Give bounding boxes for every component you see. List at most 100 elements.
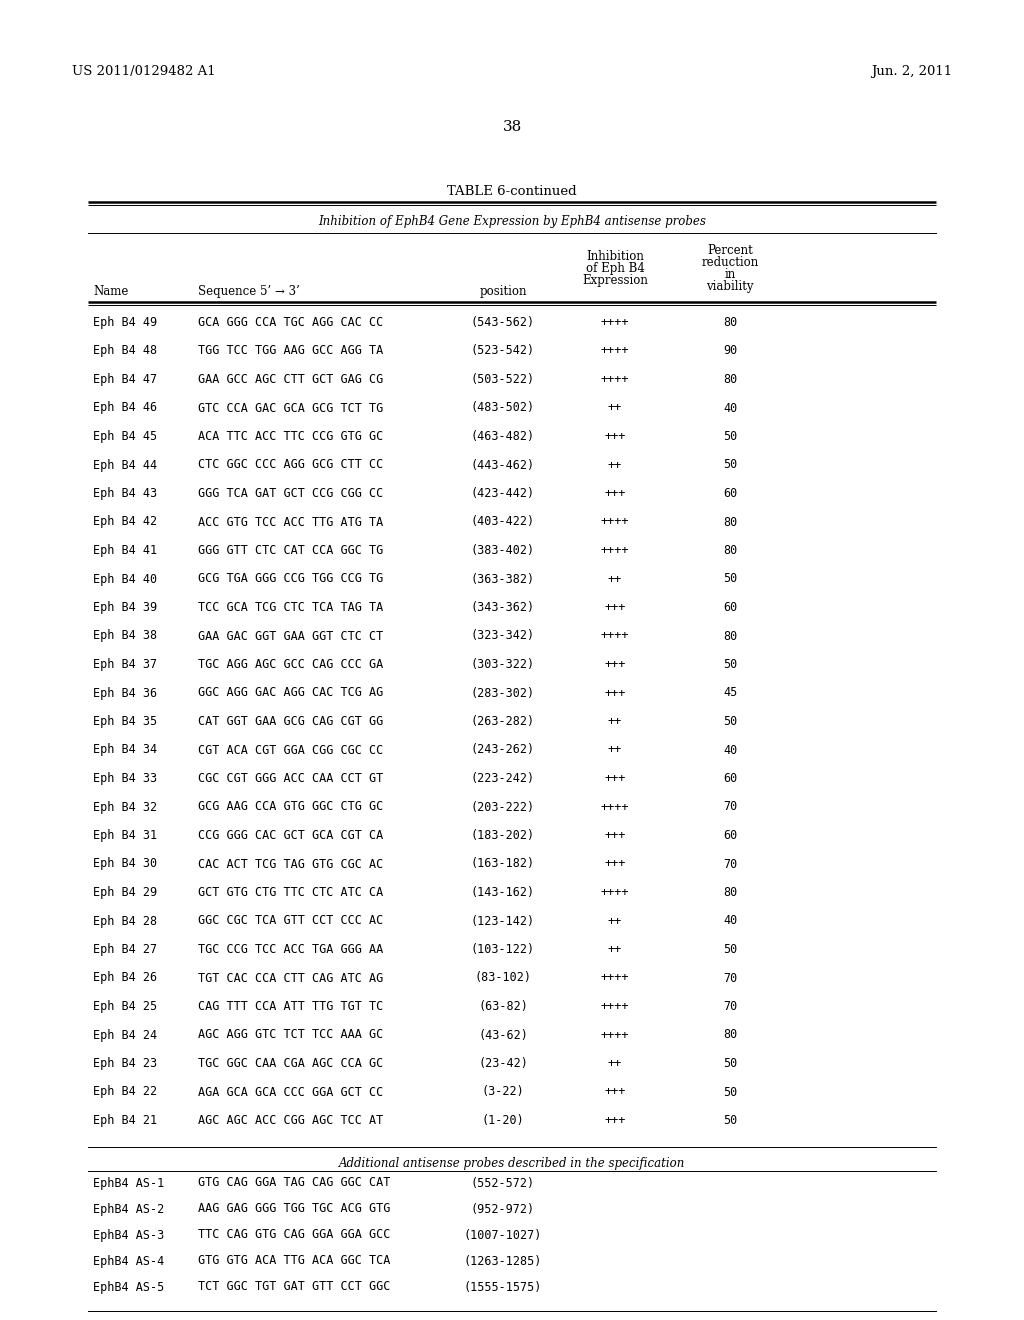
Text: Eph B4 49: Eph B4 49 bbox=[93, 315, 157, 329]
Text: (552-572): (552-572) bbox=[471, 1176, 536, 1189]
Text: Eph B4 45: Eph B4 45 bbox=[93, 430, 157, 444]
Text: Eph B4 23: Eph B4 23 bbox=[93, 1057, 157, 1071]
Text: US 2011/0129482 A1: US 2011/0129482 A1 bbox=[72, 65, 216, 78]
Text: TCC GCA TCG CTC TCA TAG TA: TCC GCA TCG CTC TCA TAG TA bbox=[198, 601, 383, 614]
Text: Eph B4 48: Eph B4 48 bbox=[93, 345, 157, 358]
Text: 70: 70 bbox=[723, 972, 737, 985]
Text: CGC CGT GGG ACC CAA CCT GT: CGC CGT GGG ACC CAA CCT GT bbox=[198, 772, 383, 785]
Text: ACA TTC ACC TTC CCG GTG GC: ACA TTC ACC TTC CCG GTG GC bbox=[198, 430, 383, 444]
Text: (83-102): (83-102) bbox=[474, 972, 531, 985]
Text: 50: 50 bbox=[723, 1085, 737, 1098]
Text: 50: 50 bbox=[723, 715, 737, 729]
Text: 50: 50 bbox=[723, 458, 737, 471]
Text: CAG TTT CCA ATT TTG TGT TC: CAG TTT CCA ATT TTG TGT TC bbox=[198, 1001, 383, 1012]
Text: in: in bbox=[724, 268, 735, 281]
Text: CGT ACA CGT GGA CGG CGC CC: CGT ACA CGT GGA CGG CGC CC bbox=[198, 743, 383, 756]
Text: (1007-1027): (1007-1027) bbox=[464, 1229, 542, 1242]
Text: TTC CAG GTG CAG GGA GGA GCC: TTC CAG GTG CAG GGA GGA GCC bbox=[198, 1229, 390, 1242]
Text: Eph B4 35: Eph B4 35 bbox=[93, 715, 157, 729]
Text: (163-182): (163-182) bbox=[471, 858, 536, 870]
Text: (383-402): (383-402) bbox=[471, 544, 536, 557]
Text: 50: 50 bbox=[723, 430, 737, 444]
Text: TGC CCG TCC ACC TGA GGG AA: TGC CCG TCC ACC TGA GGG AA bbox=[198, 942, 383, 956]
Text: 70: 70 bbox=[723, 858, 737, 870]
Text: Eph B4 22: Eph B4 22 bbox=[93, 1085, 157, 1098]
Text: (1555-1575): (1555-1575) bbox=[464, 1280, 542, 1294]
Text: ++++: ++++ bbox=[601, 315, 630, 329]
Text: 70: 70 bbox=[723, 1001, 737, 1012]
Text: 80: 80 bbox=[723, 374, 737, 385]
Text: Eph B4 26: Eph B4 26 bbox=[93, 972, 157, 985]
Text: 80: 80 bbox=[723, 1028, 737, 1041]
Text: reduction: reduction bbox=[701, 256, 759, 269]
Text: 45: 45 bbox=[723, 686, 737, 700]
Text: ++: ++ bbox=[608, 743, 623, 756]
Text: CAC ACT TCG TAG GTG CGC AC: CAC ACT TCG TAG GTG CGC AC bbox=[198, 858, 383, 870]
Text: (363-382): (363-382) bbox=[471, 573, 536, 586]
Text: ++: ++ bbox=[608, 715, 623, 729]
Text: ++++: ++++ bbox=[601, 1028, 630, 1041]
Text: (952-972): (952-972) bbox=[471, 1203, 536, 1216]
Text: (103-122): (103-122) bbox=[471, 942, 536, 956]
Text: GCA GGG CCA TGC AGG CAC CC: GCA GGG CCA TGC AGG CAC CC bbox=[198, 315, 383, 329]
Text: GGC CGC TCA GTT CCT CCC AC: GGC CGC TCA GTT CCT CCC AC bbox=[198, 915, 383, 928]
Text: (403-422): (403-422) bbox=[471, 516, 536, 528]
Text: +++: +++ bbox=[604, 430, 626, 444]
Text: 90: 90 bbox=[723, 345, 737, 358]
Text: 50: 50 bbox=[723, 657, 737, 671]
Text: ACC GTG TCC ACC TTG ATG TA: ACC GTG TCC ACC TTG ATG TA bbox=[198, 516, 383, 528]
Text: (423-442): (423-442) bbox=[471, 487, 536, 500]
Text: Eph B4 31: Eph B4 31 bbox=[93, 829, 157, 842]
Text: Eph B4 36: Eph B4 36 bbox=[93, 686, 157, 700]
Text: Inhibition of EphB4 Gene Expression by EphB4 antisense probes: Inhibition of EphB4 Gene Expression by E… bbox=[318, 215, 706, 228]
Text: Expression: Expression bbox=[582, 275, 648, 286]
Text: ++++: ++++ bbox=[601, 374, 630, 385]
Text: (63-82): (63-82) bbox=[478, 1001, 528, 1012]
Text: Eph B4 47: Eph B4 47 bbox=[93, 374, 157, 385]
Text: +++: +++ bbox=[604, 772, 626, 785]
Text: GAA GAC GGT GAA GGT CTC CT: GAA GAC GGT GAA GGT CTC CT bbox=[198, 630, 383, 643]
Text: TCT GGC TGT GAT GTT CCT GGC: TCT GGC TGT GAT GTT CCT GGC bbox=[198, 1280, 390, 1294]
Text: 60: 60 bbox=[723, 772, 737, 785]
Text: Eph B4 37: Eph B4 37 bbox=[93, 657, 157, 671]
Text: TGG TCC TGG AAG GCC AGG TA: TGG TCC TGG AAG GCC AGG TA bbox=[198, 345, 383, 358]
Text: ++++: ++++ bbox=[601, 516, 630, 528]
Text: (483-502): (483-502) bbox=[471, 401, 536, 414]
Text: Eph B4 30: Eph B4 30 bbox=[93, 858, 157, 870]
Text: Eph B4 40: Eph B4 40 bbox=[93, 573, 157, 586]
Text: 60: 60 bbox=[723, 601, 737, 614]
Text: TGC AGG AGC GCC CAG CCC GA: TGC AGG AGC GCC CAG CCC GA bbox=[198, 657, 383, 671]
Text: GTC CCA GAC GCA GCG TCT TG: GTC CCA GAC GCA GCG TCT TG bbox=[198, 401, 383, 414]
Text: (3-22): (3-22) bbox=[481, 1085, 524, 1098]
Text: Eph B4 28: Eph B4 28 bbox=[93, 915, 157, 928]
Text: (463-482): (463-482) bbox=[471, 430, 536, 444]
Text: +++: +++ bbox=[604, 1085, 626, 1098]
Text: ++++: ++++ bbox=[601, 972, 630, 985]
Text: Eph B4 32: Eph B4 32 bbox=[93, 800, 157, 813]
Text: (323-342): (323-342) bbox=[471, 630, 536, 643]
Text: +++: +++ bbox=[604, 829, 626, 842]
Text: position: position bbox=[479, 285, 526, 298]
Text: (203-222): (203-222) bbox=[471, 800, 536, 813]
Text: (543-562): (543-562) bbox=[471, 315, 536, 329]
Text: ++++: ++++ bbox=[601, 1001, 630, 1012]
Text: GCG AAG CCA GTG GGC CTG GC: GCG AAG CCA GTG GGC CTG GC bbox=[198, 800, 383, 813]
Text: Jun. 2, 2011: Jun. 2, 2011 bbox=[870, 65, 952, 78]
Text: viability: viability bbox=[707, 280, 754, 293]
Text: Eph B4 38: Eph B4 38 bbox=[93, 630, 157, 643]
Text: +++: +++ bbox=[604, 1114, 626, 1127]
Text: TGC GGC CAA CGA AGC CCA GC: TGC GGC CAA CGA AGC CCA GC bbox=[198, 1057, 383, 1071]
Text: Eph B4 39: Eph B4 39 bbox=[93, 601, 157, 614]
Text: Name: Name bbox=[93, 285, 128, 298]
Text: Eph B4 25: Eph B4 25 bbox=[93, 1001, 157, 1012]
Text: ++++: ++++ bbox=[601, 345, 630, 358]
Text: Eph B4 27: Eph B4 27 bbox=[93, 942, 157, 956]
Text: TGT CAC CCA CTT CAG ATC AG: TGT CAC CCA CTT CAG ATC AG bbox=[198, 972, 383, 985]
Text: ++++: ++++ bbox=[601, 544, 630, 557]
Text: EphB4 AS-3: EphB4 AS-3 bbox=[93, 1229, 164, 1242]
Text: Eph B4 29: Eph B4 29 bbox=[93, 886, 157, 899]
Text: 70: 70 bbox=[723, 800, 737, 813]
Text: Eph B4 33: Eph B4 33 bbox=[93, 772, 157, 785]
Text: AAG GAG GGG TGG TGC ACG GTG: AAG GAG GGG TGG TGC ACG GTG bbox=[198, 1203, 390, 1216]
Text: (283-302): (283-302) bbox=[471, 686, 536, 700]
